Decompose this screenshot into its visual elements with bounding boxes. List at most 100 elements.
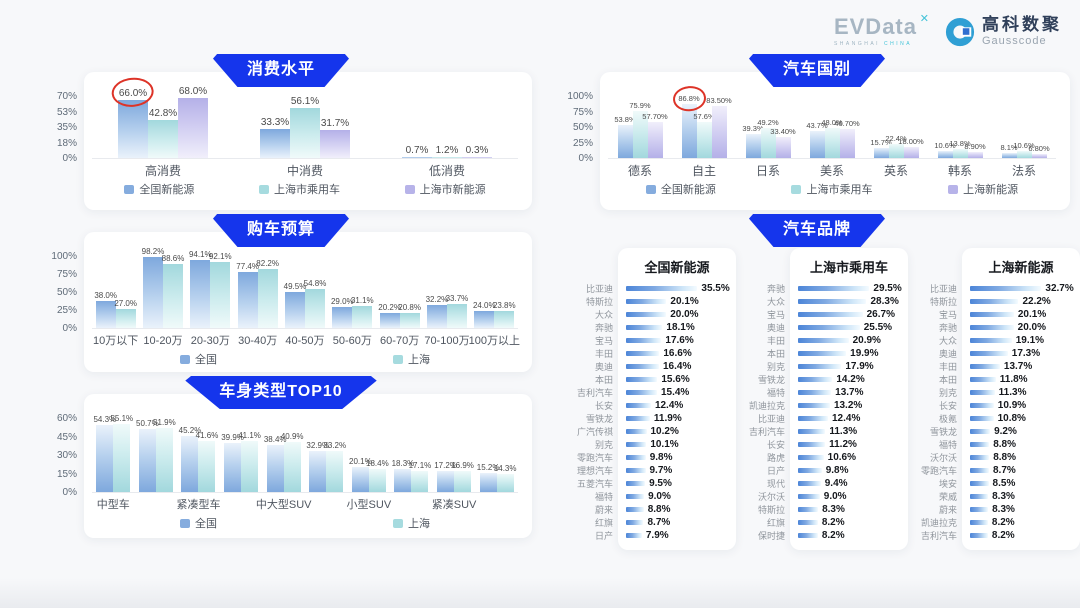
bar-上海市乘用车: 22.4% <box>885 134 907 158</box>
bar-value-label: 43.7% <box>806 120 828 130</box>
footer-band <box>0 578 1080 608</box>
chart-card: 38.0% 27.0% 10万以下 98.2% 88.6% 10-20万 94.1% 92.1… <box>84 232 532 372</box>
bar-value-label: 51.9% <box>153 418 176 427</box>
brand-value: 10.2% <box>650 426 679 437</box>
bar-value-label: 39.9% <box>221 432 244 442</box>
bar-value-label: 0.3% <box>465 145 489 156</box>
brand-label: 零跑汽车 <box>920 466 957 476</box>
plot-area: 38.0% 27.0% 10万以下 98.2% 88.6% 10-20万 94.1% 92.1… <box>92 247 520 347</box>
bar-全国: 50.7% <box>136 419 159 492</box>
bar-全国: 54.3% <box>93 415 116 492</box>
brand-bar <box>798 429 826 434</box>
bar-上海市新能源: 68.0% <box>178 86 208 158</box>
brand-label: 奥迪 <box>766 323 785 333</box>
brand-card: 全国新能源 比亚迪 35.5% 特斯拉 20.1% 大众 20.0% 奔驰 18.1% 宝马 17.… <box>577 248 736 550</box>
brand-row: 雪铁龙 14.2% <box>758 373 900 386</box>
brand-row: 大众 28.3% <box>767 295 900 308</box>
x-axis-label: 低消费 <box>428 164 466 178</box>
x-axis-label: 高消费 <box>144 164 182 178</box>
bar-上海新能源: 46.70% <box>834 119 860 158</box>
bar-全国: 15.2% <box>477 463 499 492</box>
bar-上海: 14.3% <box>494 464 516 492</box>
x-axis-label: 70-100万 <box>424 335 470 347</box>
brand-value: 9.8% <box>649 452 673 463</box>
brand-bar <box>798 351 847 356</box>
brand-label: 丰田 <box>594 349 613 359</box>
bar-value-label: 49.5% <box>283 282 307 292</box>
brand-row: 比亚迪 32.7% <box>930 282 1074 295</box>
brand-value: 8.3% <box>992 491 1015 502</box>
brand-bar <box>798 494 820 499</box>
bar-group: 20.1% 18.4% 小型SUV <box>347 418 392 511</box>
brand-bar <box>798 312 863 317</box>
brand-label: 比亚迪 <box>585 284 613 294</box>
bar-上海: 17.1% <box>409 461 431 492</box>
x-axis-label: 50-60万 <box>332 335 372 347</box>
brand-bar <box>970 299 1019 304</box>
chart-card: 54.3% 55.1% 中型车 50.7% 51.9% 45.2% 41.6% 紧凑型车 39.… <box>84 394 532 538</box>
page-header: EVData ✕ SHANGHAI CHINA 高科数聚 Gausscode <box>0 0 1080 54</box>
brand-bar <box>970 455 990 460</box>
y-axis-tick: 18% <box>56 137 77 149</box>
bar-上海市乘用车: 56.1% <box>290 96 320 158</box>
banner-car-country: 汽车国别 <box>748 54 885 87</box>
bar-全国: 32.9% <box>306 441 329 492</box>
brand-bar <box>626 338 662 343</box>
brand-card: 上海市乘用车 奔驰 29.5% 大众 28.3% 宝马 26.7% 奥迪 25.5% 丰田 20.9… <box>749 248 908 550</box>
brand-label: 丰田 <box>766 336 785 346</box>
brand-bar <box>626 455 646 460</box>
dashboard-main: 消费水平 0% 18% 35% 53% 70% 66.0% 42.8% 68.0% 高消费 33.… <box>0 54 1080 550</box>
bar-上海市乘用车: 13.8% <box>949 139 971 158</box>
brand-row: 零跑汽车 9.8% <box>577 451 728 464</box>
section-car-country: 汽车国别 0% 25% 50% 75% 100% 53.8% 75.9% 57.70% 德系 86… <box>564 54 1070 210</box>
brand-value: 29.5% <box>873 283 902 294</box>
bar-group: 18.3% 17.1% <box>392 418 431 492</box>
legend-item: 上海 <box>393 351 430 367</box>
chart-card: 66.0% 42.8% 68.0% 高消费 33.3% 56.1% 31.7% 中消费 0.7%… <box>84 72 532 210</box>
brand-value: 10.9% <box>997 400 1027 411</box>
brand-row: 沃尔沃 9.0% <box>758 490 900 503</box>
brand-value: 8.2% <box>821 530 845 541</box>
bar-value-label: 49.2% <box>757 117 779 127</box>
brand-value: 13.2% <box>833 400 863 411</box>
bar-group: 66.0% 42.8% 68.0% 高消费 <box>110 76 208 178</box>
brand-value: 13.7% <box>835 387 864 398</box>
brand-value: 8.7% <box>992 465 1016 476</box>
brand-bar <box>626 442 647 447</box>
legend-item: 全国新能源 <box>124 181 194 197</box>
legend-swatch-icon <box>393 354 403 364</box>
brand-bar <box>798 377 833 382</box>
brand-value: 8.8% <box>993 452 1016 463</box>
gausscode-circle-icon <box>945 17 975 46</box>
bar-group: 98.2% 88.6% 10-20万 <box>142 247 185 347</box>
bar-上海: 51.9% <box>153 418 176 492</box>
brand-bar <box>798 455 824 460</box>
bar-group: 45.2% 41.6% 紧凑型车 <box>176 418 220 511</box>
brand-label: 别克 <box>594 440 613 450</box>
legend-label: 全国 <box>195 518 217 530</box>
brand-value: 18.1% <box>666 322 695 333</box>
brand-value: 9.4% <box>824 478 848 489</box>
bar-value-label: 27.0% <box>114 298 137 308</box>
bar-value-label: 16.9% <box>451 461 474 471</box>
brand-row: 福特 9.0% <box>595 490 728 503</box>
bar-全国: 49.5% <box>284 282 306 328</box>
brand-row: 福特 8.8% <box>939 438 1072 451</box>
bar-value-label: 13.8% <box>949 139 971 149</box>
x-axis-label: 韩系 <box>947 164 973 178</box>
bar-value-label: 46.70% <box>834 119 860 129</box>
bar-group: 43.7% 48.0% 46.70% 美系 <box>806 96 860 178</box>
y-axis: 0% 15% 30% 45% 60% <box>30 394 84 538</box>
brand-label: 沃尔沃 <box>929 453 957 463</box>
legend: 全国新能源 上海市乘用车 上海市新能源 <box>92 181 518 197</box>
brand-value: 28.3% <box>870 296 899 307</box>
bar-group: 20.2% 20.8% 60-70万 <box>378 256 421 347</box>
bar-全国: 77.4% <box>236 262 259 328</box>
bar-value-label: 20.8% <box>398 303 421 313</box>
brand-label: 吉利汽车 <box>748 427 785 437</box>
y-axis-tick: 75% <box>56 269 77 280</box>
brand-label: 别克 <box>938 388 957 398</box>
bar-上海市乘用车: 10.6% <box>1013 141 1035 158</box>
bar-value-label: 15.2% <box>476 463 500 473</box>
bar-上海: 31.1% <box>351 296 374 328</box>
